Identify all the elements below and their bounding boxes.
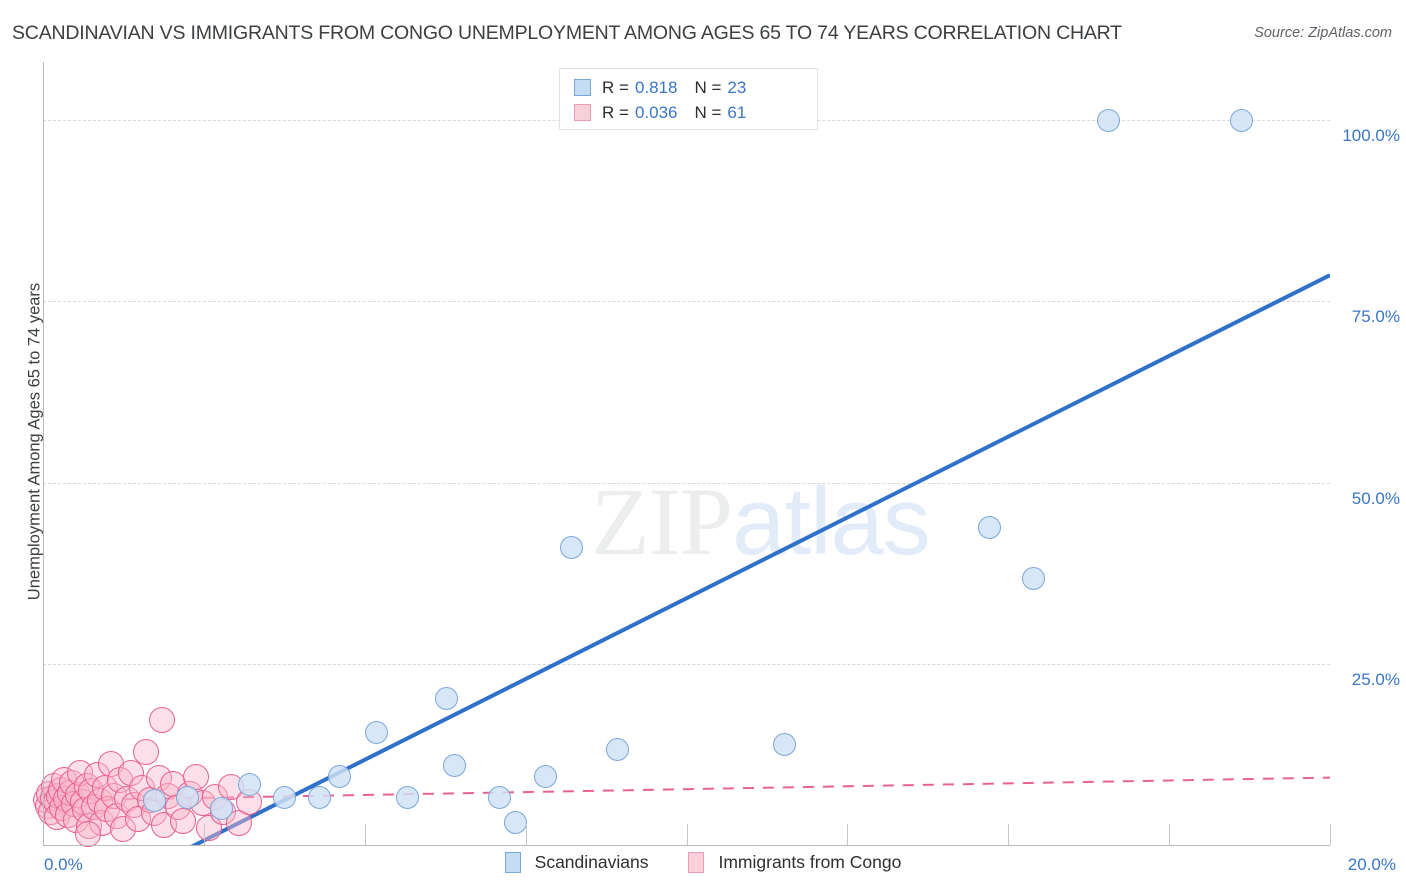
- y-axis-label: 100.0%: [1342, 126, 1400, 145]
- data-point[interactable]: [773, 732, 797, 756]
- watermark-zip: ZIP: [591, 468, 733, 575]
- n-value-blue: 23: [727, 77, 747, 97]
- watermark: ZIPatlas: [591, 466, 931, 577]
- y-axis-line: [43, 62, 44, 845]
- stats-row-scandinavians: R = 0.818 N = 23: [574, 75, 805, 100]
- data-point[interactable]: [978, 515, 1002, 539]
- data-point[interactable]: [132, 739, 159, 766]
- x-axis-tick: [847, 824, 849, 845]
- x-axis-line: [43, 845, 1330, 846]
- data-point[interactable]: [75, 821, 102, 848]
- data-point[interactable]: [534, 764, 558, 788]
- data-point[interactable]: [395, 786, 419, 810]
- legend-color-blue-icon: [504, 852, 521, 873]
- x-axis-label-min: 0.0%: [44, 855, 83, 874]
- source-label: Source: ZipAtlas.com: [1254, 25, 1392, 41]
- x-axis-tick: [1169, 824, 1171, 845]
- series-legend: Scandinavians Immigrants from Congo: [0, 852, 1406, 873]
- data-point[interactable]: [605, 737, 629, 761]
- plot-area: ZIPatlas: [33, 62, 1330, 848]
- trend-lines: [43, 273, 1330, 845]
- data-point[interactable]: [273, 785, 297, 809]
- y-axis-label: 75.0%: [1351, 307, 1400, 327]
- data-point[interactable]: [170, 808, 197, 835]
- r-value-blue: 0.818: [634, 77, 678, 97]
- data-point[interactable]: [210, 796, 234, 820]
- data-point[interactable]: [364, 721, 388, 745]
- r-label-pink: R =: [602, 102, 629, 122]
- stats-row-congo: R = 0.036 N = 61: [574, 100, 805, 125]
- n-value-pink: 61: [727, 102, 747, 122]
- legend-item-scandinavians[interactable]: Scandinavians: [504, 852, 649, 873]
- legend-label-congo: Immigrants from Congo: [718, 852, 902, 872]
- data-point[interactable]: [1097, 108, 1121, 132]
- r-value-pink: 0.036: [634, 102, 678, 122]
- y-axis-label: 25.0%: [1351, 669, 1400, 689]
- data-point[interactable]: [1022, 566, 1046, 590]
- legend-label-scandinavians: Scandinavians: [534, 852, 649, 872]
- legend-swatch-pink-icon: [574, 104, 591, 121]
- x-axis-tick: [1008, 824, 1010, 845]
- n-label-blue: N =: [694, 77, 722, 97]
- data-point[interactable]: [434, 687, 458, 711]
- gridline: [43, 301, 1330, 303]
- page-title: SCANDINAVIAN VS IMMIGRANTS FROM CONGO UN…: [12, 22, 1122, 44]
- gridline: [43, 663, 1330, 665]
- data-point[interactable]: [503, 811, 527, 835]
- data-point[interactable]: [443, 753, 467, 777]
- data-point[interactable]: [143, 788, 167, 812]
- x-axis-label-max: 20.0%: [1347, 855, 1396, 874]
- watermark-atlas: atlas: [732, 468, 931, 575]
- legend-color-pink-icon: [688, 852, 705, 873]
- x-axis-tick: [525, 824, 527, 845]
- y-axis-label: 50.0%: [1351, 488, 1400, 508]
- n-label-pink: N =: [694, 102, 722, 122]
- legend-item-congo[interactable]: Immigrants from Congo: [688, 852, 901, 873]
- data-point[interactable]: [149, 707, 176, 734]
- x-axis-tick: [364, 824, 366, 845]
- x-axis-tick: [1330, 824, 1331, 845]
- data-point[interactable]: [308, 785, 332, 809]
- data-point[interactable]: [560, 535, 584, 559]
- data-point[interactable]: [328, 764, 352, 788]
- data-point[interactable]: [176, 786, 200, 810]
- y-axis-title: Unemployment Among Ages 65 to 74 years: [25, 282, 44, 601]
- x-axis-tick: [203, 824, 205, 845]
- data-point[interactable]: [487, 786, 511, 810]
- stats-legend: R = 0.818 N = 23 R = 0.036 N = 61: [559, 68, 818, 130]
- r-label-blue: R =: [602, 77, 629, 97]
- data-point[interactable]: [1230, 108, 1254, 132]
- data-point[interactable]: [238, 772, 262, 796]
- x-axis-tick: [686, 824, 688, 845]
- legend-swatch-blue-icon: [574, 79, 591, 96]
